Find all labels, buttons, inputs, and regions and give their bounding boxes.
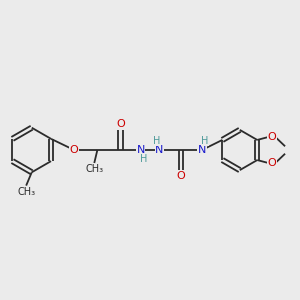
Text: N: N — [198, 145, 206, 155]
Text: O: O — [116, 119, 125, 129]
Text: H: H — [140, 154, 147, 164]
Text: O: O — [268, 132, 277, 142]
Text: CH₃: CH₃ — [85, 164, 103, 174]
Text: CH₃: CH₃ — [17, 188, 35, 197]
Text: H: H — [201, 136, 209, 146]
Text: O: O — [177, 171, 185, 181]
Text: O: O — [268, 158, 277, 168]
Text: N: N — [136, 145, 145, 155]
Text: N: N — [155, 145, 164, 155]
Text: O: O — [70, 145, 79, 155]
Text: H: H — [153, 136, 160, 146]
